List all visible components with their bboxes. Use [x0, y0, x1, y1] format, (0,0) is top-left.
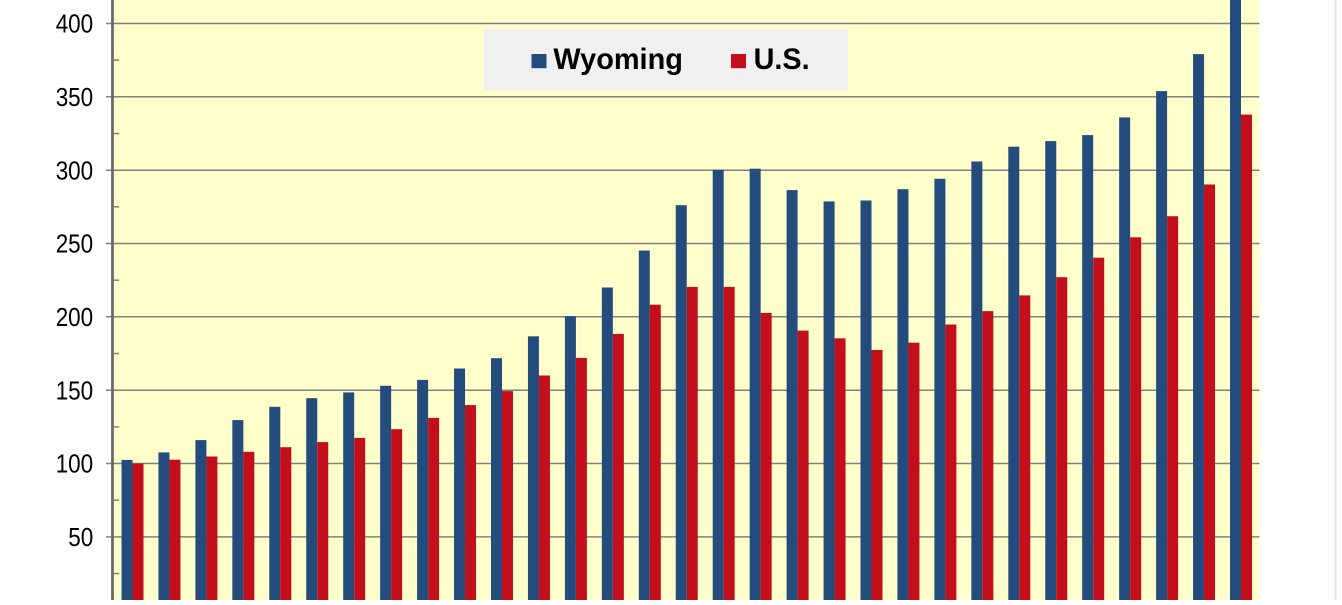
- svg-text:50: 50: [68, 522, 93, 552]
- svg-text:350: 350: [56, 82, 94, 112]
- svg-text:400: 400: [56, 9, 94, 39]
- svg-text:Wyoming: Wyoming: [553, 43, 683, 76]
- svg-text:150: 150: [56, 375, 94, 405]
- svg-text:200: 200: [56, 302, 94, 332]
- svg-text:100: 100: [56, 449, 94, 479]
- svg-text:300: 300: [56, 155, 94, 185]
- svg-text:250: 250: [56, 229, 94, 259]
- svg-text:U.S.: U.S.: [754, 43, 810, 76]
